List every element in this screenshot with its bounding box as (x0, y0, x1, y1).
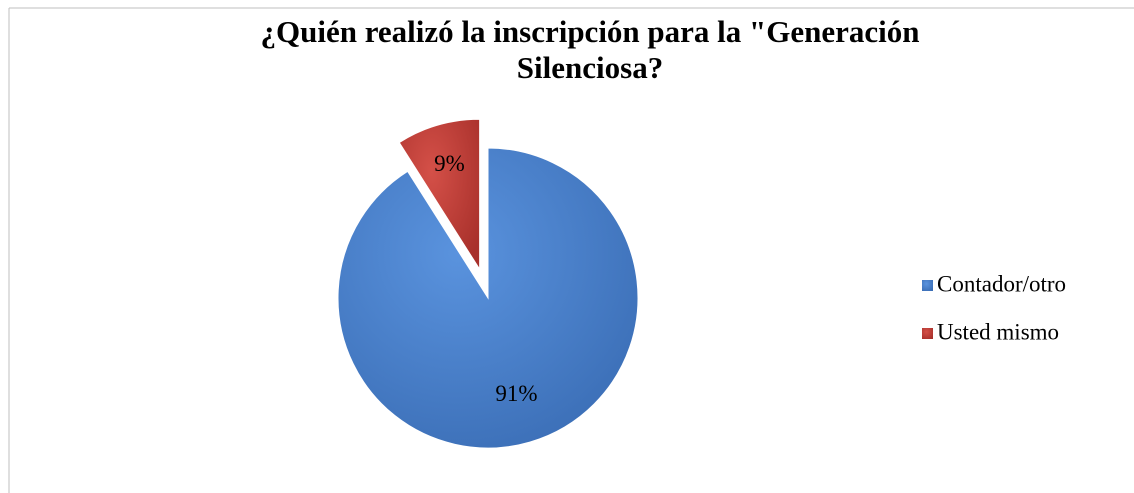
legend-label: Usted mismo (937, 319, 1059, 344)
pie-slice (337, 147, 639, 449)
legend-swatch (922, 328, 933, 339)
legend-label: Contador/otro (937, 271, 1066, 296)
chart-title: ¿Quién realizó la inscripción para la "G… (260, 14, 920, 85)
data-label: 91% (495, 381, 537, 406)
legend-swatch (922, 280, 933, 291)
pie-slice (398, 118, 481, 271)
data-label: 9% (434, 151, 465, 176)
